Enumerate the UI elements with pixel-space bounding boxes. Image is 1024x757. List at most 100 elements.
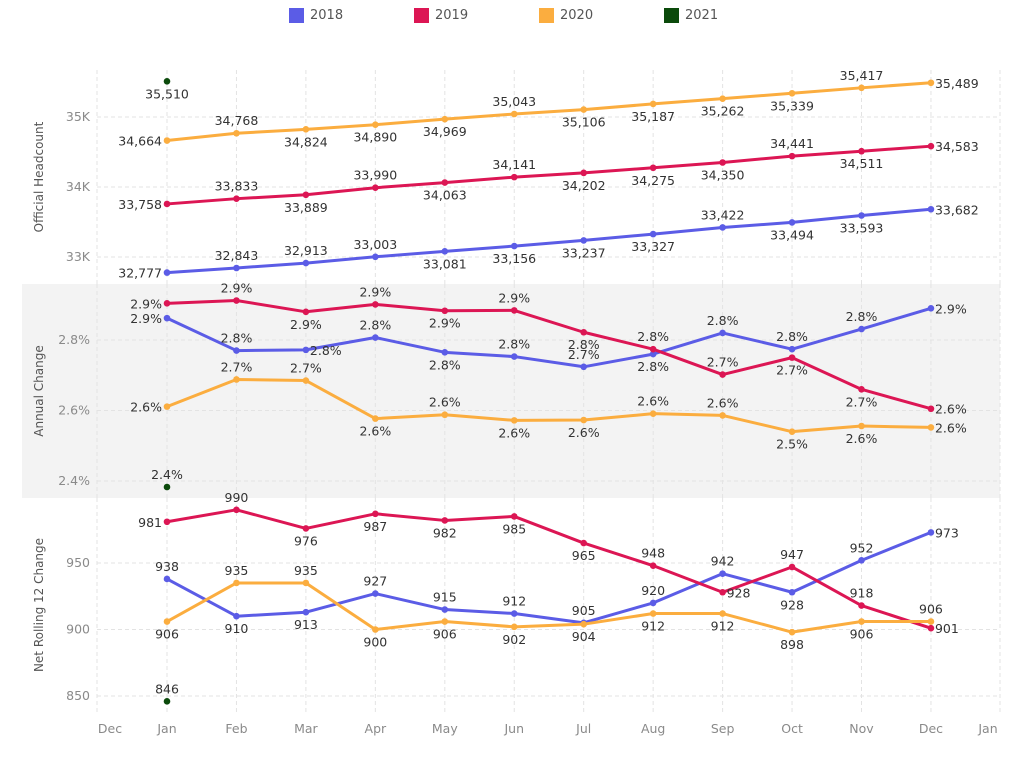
data-point[interactable]	[233, 506, 240, 514]
series-line-2020[interactable]	[166, 377, 931, 434]
data-point[interactable]	[233, 376, 240, 383]
data-point[interactable]	[649, 345, 657, 353]
data-point[interactable]	[441, 307, 449, 315]
data-point[interactable]	[510, 242, 518, 250]
data-point[interactable]	[719, 329, 726, 337]
data-point[interactable]	[510, 610, 518, 617]
data-point[interactable]	[441, 517, 449, 524]
series-line-2018[interactable]	[166, 306, 932, 369]
data-point[interactable]	[858, 386, 865, 393]
data-point[interactable]	[858, 557, 865, 564]
data-point[interactable]	[372, 253, 379, 261]
series-line-2020[interactable]	[166, 81, 932, 143]
data-point[interactable]	[163, 300, 171, 307]
data-point[interactable]	[163, 575, 171, 583]
data-point[interactable]	[858, 212, 865, 219]
data-point[interactable]	[719, 224, 726, 231]
data-point[interactable]	[649, 599, 657, 607]
data-point[interactable]	[858, 422, 865, 430]
data-point[interactable]	[927, 142, 935, 150]
data-point[interactable]	[441, 248, 449, 255]
data-point[interactable]	[372, 510, 379, 518]
legend-item-2018[interactable]: 2018	[289, 8, 343, 23]
series-line-2019[interactable]	[166, 299, 932, 411]
data-point[interactable]	[649, 230, 657, 238]
data-point[interactable]	[163, 518, 171, 526]
data-point[interactable]	[441, 179, 449, 186]
data-point[interactable]	[441, 349, 449, 356]
data-point[interactable]	[372, 301, 379, 308]
series-line-2020[interactable]	[166, 581, 931, 634]
data-point[interactable]	[788, 219, 796, 226]
data-point[interactable]	[788, 563, 796, 571]
series-line-2018[interactable]	[166, 207, 932, 275]
data-point[interactable]	[302, 346, 310, 354]
data-point[interactable]	[441, 411, 449, 419]
data-point[interactable]	[858, 618, 865, 625]
data-point[interactable]	[302, 191, 310, 199]
data-point[interactable]	[858, 325, 865, 333]
data-point[interactable]	[441, 115, 449, 123]
series-line-2019[interactable]	[166, 508, 932, 630]
data-point[interactable]	[580, 169, 587, 177]
data-point[interactable]	[441, 618, 449, 625]
data-point[interactable]	[163, 403, 171, 410]
data-point[interactable]	[163, 618, 171, 625]
data-point[interactable]	[649, 610, 657, 617]
data-point[interactable]	[719, 371, 726, 378]
data-point[interactable]	[372, 415, 379, 422]
data-point[interactable]	[372, 626, 379, 633]
data-point[interactable]	[788, 345, 796, 353]
data-point[interactable]	[302, 308, 310, 316]
data-point[interactable]	[510, 110, 518, 118]
data-point[interactable]	[163, 483, 171, 491]
data-point[interactable]	[233, 347, 240, 354]
series-line-2018[interactable]	[166, 531, 932, 625]
data-point[interactable]	[302, 377, 310, 384]
data-point[interactable]	[649, 410, 657, 417]
data-point[interactable]	[927, 205, 935, 213]
data-point[interactable]	[788, 89, 796, 97]
data-point[interactable]	[927, 624, 935, 632]
legend-item-2019[interactable]: 2019	[414, 8, 468, 23]
data-point[interactable]	[580, 106, 587, 113]
data-point[interactable]	[372, 121, 379, 128]
data-point[interactable]	[719, 95, 726, 102]
data-point[interactable]	[441, 606, 449, 613]
data-point[interactable]	[719, 610, 726, 617]
data-point[interactable]	[163, 698, 171, 705]
data-point[interactable]	[163, 78, 171, 85]
data-point[interactable]	[580, 620, 587, 628]
data-point[interactable]	[510, 173, 518, 181]
data-point[interactable]	[372, 334, 379, 341]
data-point[interactable]	[788, 152, 796, 160]
data-point[interactable]	[788, 588, 796, 596]
data-point[interactable]	[580, 539, 587, 547]
data-point[interactable]	[788, 354, 796, 361]
data-point[interactable]	[372, 184, 379, 191]
data-point[interactable]	[510, 307, 518, 314]
data-point[interactable]	[927, 618, 935, 625]
data-point[interactable]	[649, 562, 657, 569]
data-point[interactable]	[233, 129, 240, 137]
data-point[interactable]	[233, 579, 240, 587]
data-point[interactable]	[233, 264, 240, 272]
data-point[interactable]	[580, 416, 587, 424]
data-point[interactable]	[302, 126, 310, 133]
data-point[interactable]	[163, 200, 171, 208]
data-point[interactable]	[233, 297, 240, 304]
data-point[interactable]	[858, 147, 865, 155]
data-point[interactable]	[302, 579, 310, 587]
data-point[interactable]	[302, 608, 310, 616]
data-point[interactable]	[927, 405, 935, 413]
legend-item-2021[interactable]: 2021	[664, 8, 718, 23]
data-point[interactable]	[788, 428, 796, 435]
data-point[interactable]	[858, 602, 865, 609]
data-point[interactable]	[927, 424, 935, 431]
data-point[interactable]	[649, 164, 657, 172]
data-point[interactable]	[649, 350, 657, 358]
data-point[interactable]	[510, 417, 518, 424]
data-point[interactable]	[510, 513, 518, 520]
data-point[interactable]	[163, 314, 171, 322]
data-point[interactable]	[233, 195, 240, 202]
